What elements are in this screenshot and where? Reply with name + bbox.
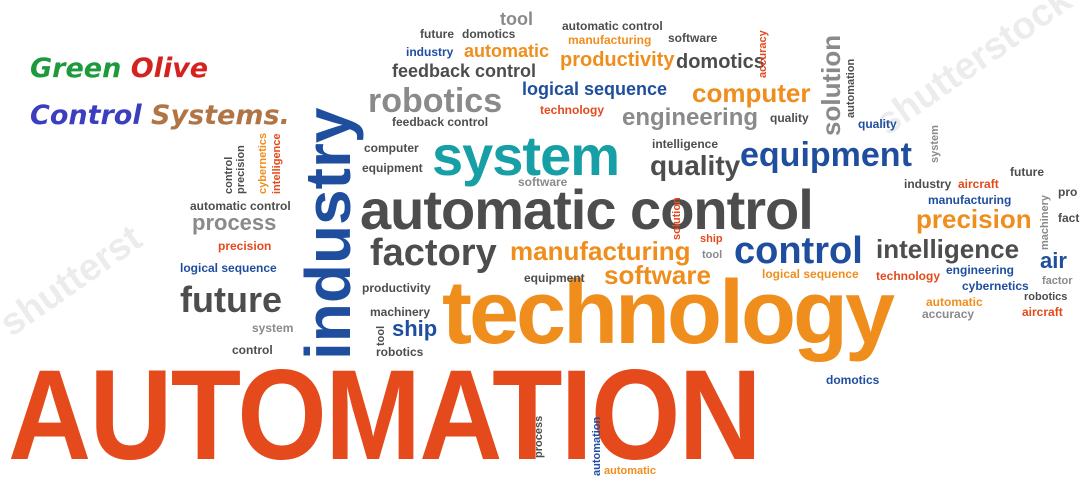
watermark: shutterst bbox=[0, 217, 150, 345]
word-small: robotics bbox=[1024, 291, 1068, 303]
brand-olive: Olive bbox=[130, 53, 209, 84]
word-automatic-control: automatic control bbox=[360, 178, 814, 241]
word-small: aircraft bbox=[1022, 305, 1063, 319]
word-small: quality bbox=[770, 111, 809, 125]
word-automatic: automatic bbox=[464, 41, 550, 61]
word-small: computer bbox=[364, 141, 419, 155]
word-small: factor bbox=[1042, 275, 1073, 287]
word-small: tool bbox=[702, 249, 723, 261]
word-small: control bbox=[232, 343, 273, 357]
word-small: software bbox=[668, 31, 718, 45]
word-small: precision bbox=[235, 145, 247, 194]
word-small: air bbox=[1040, 248, 1067, 273]
watermark: shutterstock bbox=[868, 0, 1080, 144]
brand-systems: Systems. bbox=[151, 100, 290, 131]
word-equipment: equipment bbox=[740, 136, 912, 174]
word-robotics: robotics bbox=[368, 82, 503, 120]
word-small: domotics bbox=[462, 27, 516, 41]
word-factory: factory bbox=[370, 232, 497, 274]
word-intelligence: intelligence bbox=[876, 234, 1020, 264]
brand-control: Control bbox=[30, 100, 142, 131]
word-small: automatic control bbox=[190, 199, 291, 213]
word-small: automatic bbox=[926, 295, 983, 309]
word-small: automation bbox=[845, 58, 857, 118]
word-industry: industry bbox=[292, 107, 364, 360]
word-small: machinery bbox=[370, 305, 431, 319]
word-domotics: domotics bbox=[676, 51, 765, 73]
word-automation: AUTOMATION bbox=[8, 344, 762, 477]
word-small: manufacturing bbox=[928, 193, 1012, 207]
word-small: quality bbox=[858, 117, 897, 131]
word-manufacturing: manufacturing bbox=[510, 236, 691, 266]
word-small: automation bbox=[591, 416, 603, 476]
word-small: aircraft bbox=[958, 177, 999, 191]
word-future: future bbox=[180, 279, 282, 320]
word-small: solution bbox=[671, 197, 683, 240]
word-small: industry bbox=[406, 45, 454, 59]
word-control: control bbox=[734, 230, 863, 272]
word-ship: ship bbox=[392, 316, 438, 341]
word-small: technology bbox=[876, 269, 941, 283]
word-engineering: engineering bbox=[622, 104, 759, 131]
word-small: accuracy bbox=[922, 307, 975, 321]
brand-line-1: Green Olive bbox=[30, 55, 208, 82]
word-small: fact bbox=[1058, 211, 1080, 225]
word-quality: quality bbox=[650, 150, 741, 181]
word-small: pro bbox=[1058, 185, 1078, 199]
word-small: domotics bbox=[826, 373, 880, 387]
brand-green: Green bbox=[30, 53, 122, 84]
word-technology: technology bbox=[442, 263, 895, 363]
word-small: intelligence bbox=[652, 137, 719, 151]
word-small: process bbox=[533, 415, 545, 458]
word-small: equipment bbox=[524, 271, 585, 285]
word-small: feedback control bbox=[392, 115, 489, 129]
word-software: software bbox=[604, 260, 711, 290]
word-small: machinery bbox=[1039, 194, 1051, 250]
word-small: logical sequence bbox=[762, 267, 859, 281]
word-small: robotics bbox=[376, 345, 424, 359]
word-small: ship bbox=[700, 233, 723, 245]
word-small: productivity bbox=[362, 281, 431, 295]
word-productivity: productivity bbox=[560, 49, 675, 71]
word-computer: computer bbox=[692, 78, 811, 108]
word-small: future bbox=[1010, 165, 1044, 179]
word-system: system bbox=[432, 124, 620, 187]
word-small: accuracy bbox=[757, 30, 769, 78]
word-small: system bbox=[929, 125, 941, 163]
word-small: software bbox=[518, 175, 568, 189]
word-small: engineering bbox=[946, 263, 1015, 277]
word-small: cybernetics bbox=[962, 279, 1029, 293]
brand-line-2: Control Systems. bbox=[30, 102, 290, 129]
word-precision: precision bbox=[916, 204, 1032, 234]
word-small: future bbox=[420, 27, 454, 41]
word-small: automatic bbox=[604, 465, 656, 477]
word-small: precision bbox=[218, 239, 272, 253]
word-small: cybernetics bbox=[257, 132, 269, 194]
word-small: automatic control bbox=[562, 19, 663, 33]
word-small: technology bbox=[540, 103, 605, 117]
word-small: industry bbox=[904, 177, 952, 191]
word-tool: tool bbox=[500, 9, 533, 29]
word-process: process bbox=[192, 210, 277, 235]
word-logical-sequence: logical sequence bbox=[522, 79, 668, 99]
word-small: control bbox=[223, 156, 235, 194]
word-small: manufacturing bbox=[568, 33, 652, 47]
word-small: logical sequence bbox=[180, 261, 277, 275]
word-small: equipment bbox=[362, 161, 423, 175]
word-small: intelligence bbox=[271, 133, 283, 194]
word-small: system bbox=[252, 321, 294, 335]
word-feedback-control: feedback control bbox=[392, 61, 537, 81]
word-solution: solution bbox=[816, 34, 846, 136]
word-small: tool bbox=[375, 325, 387, 346]
